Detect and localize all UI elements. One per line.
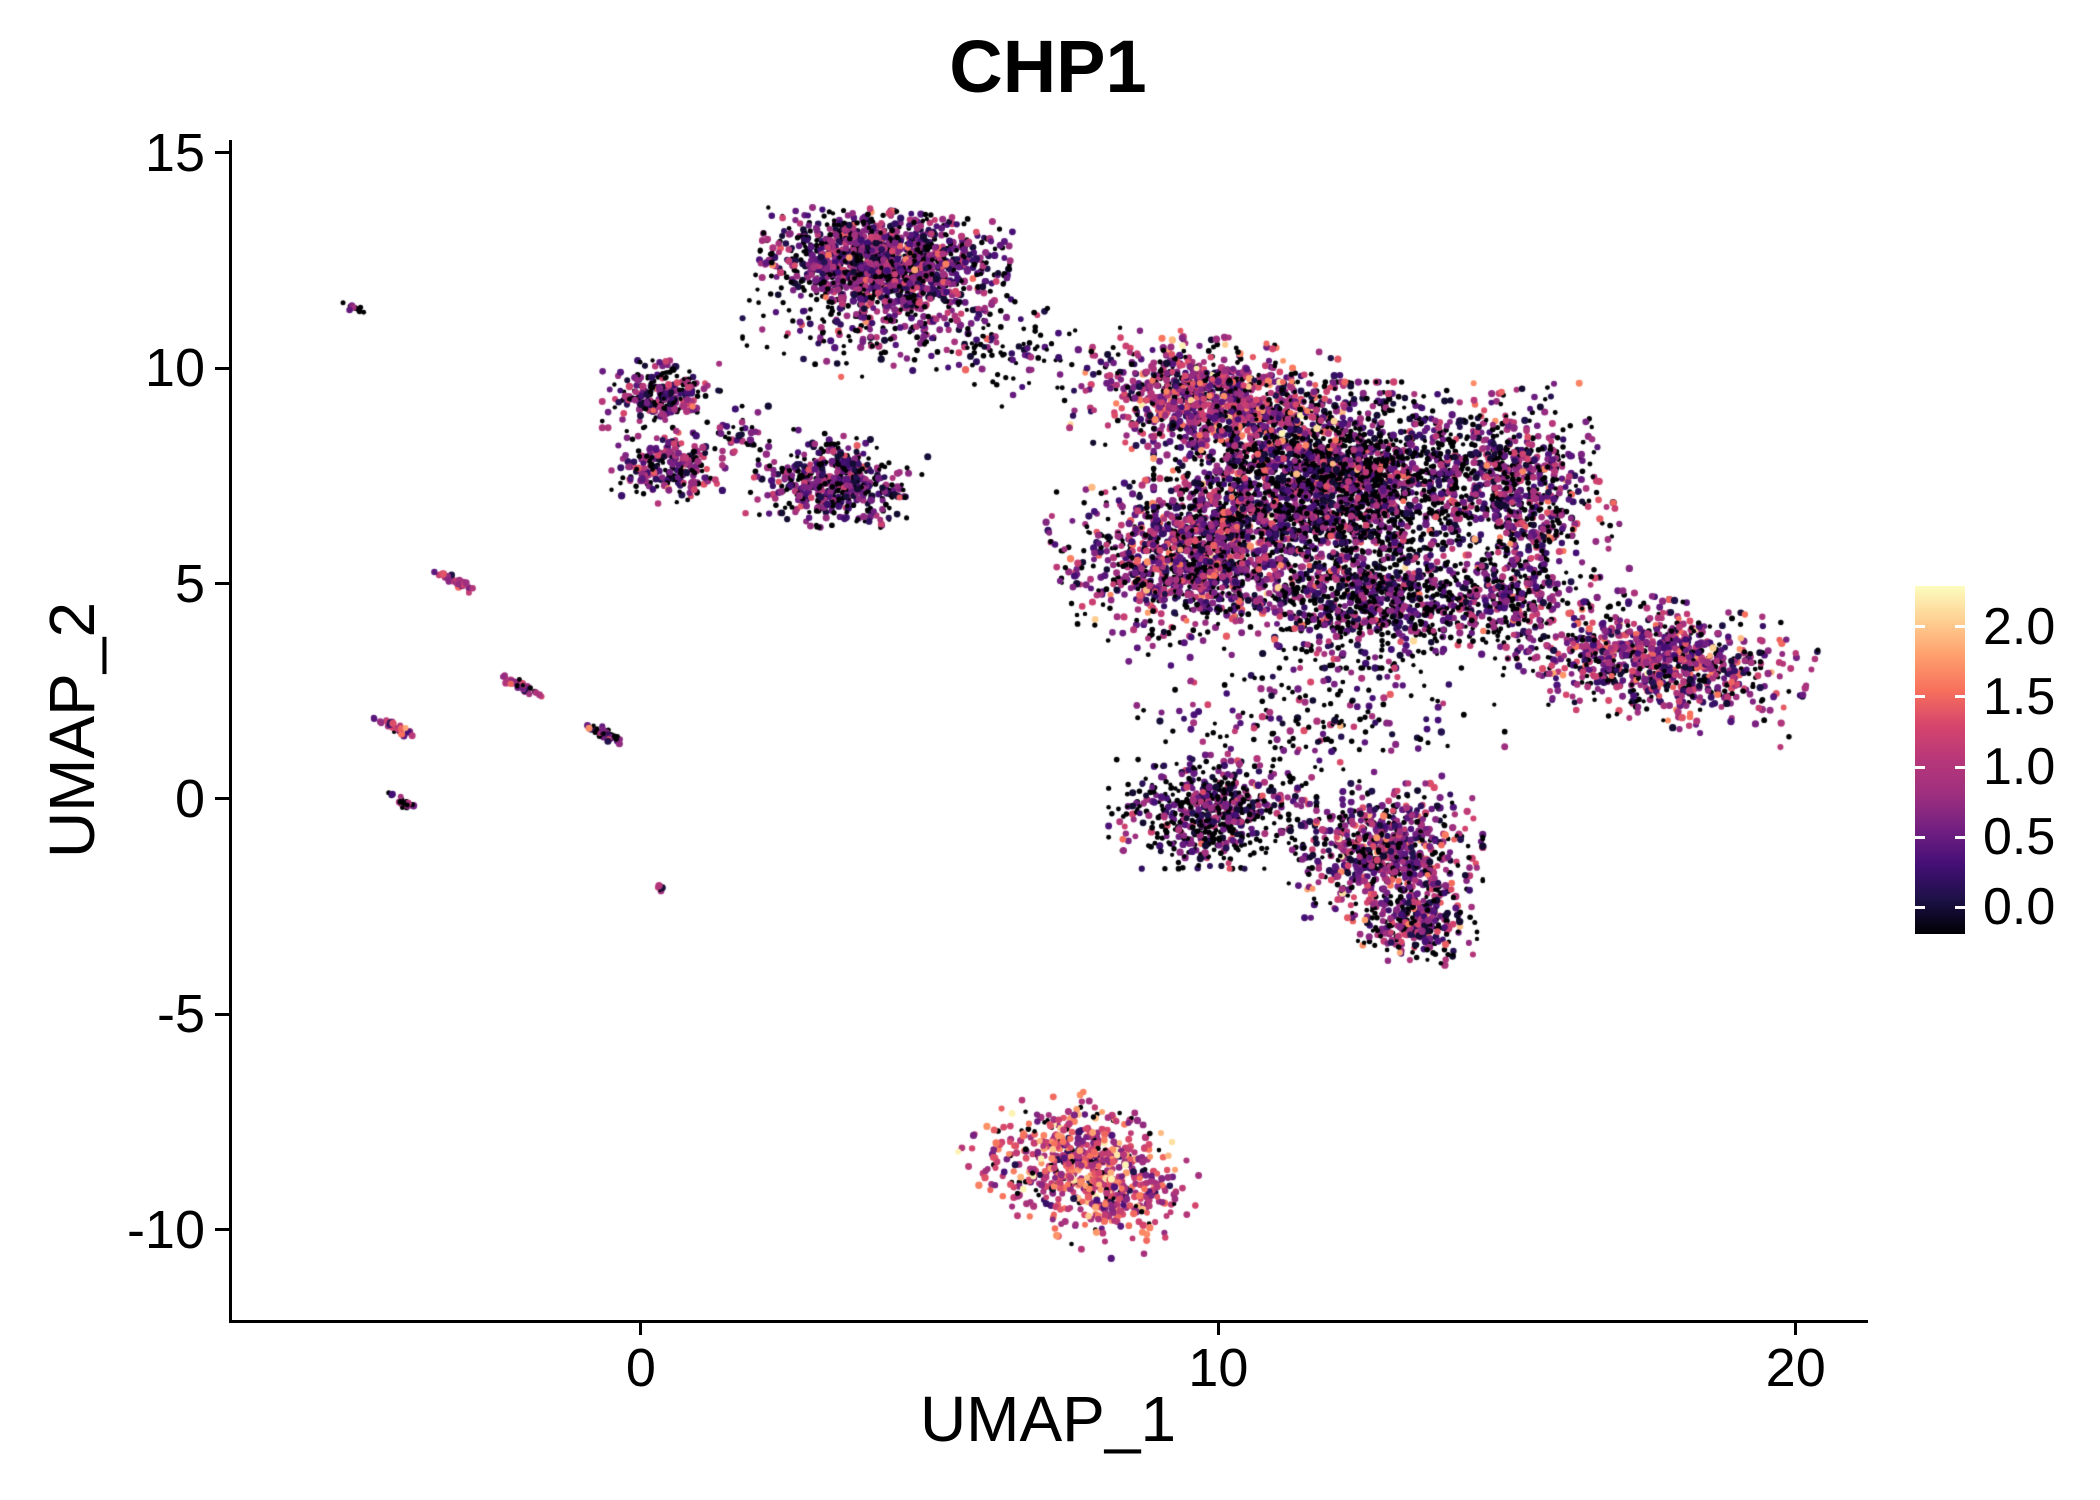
colorbar-tick-label: 2.0 — [1983, 597, 2056, 656]
y-tick-label: -10 — [126, 1199, 205, 1260]
x-tick-mark — [1794, 1321, 1798, 1335]
y-tick-label: 10 — [144, 338, 205, 399]
x-tick-mark — [1216, 1321, 1220, 1335]
colorbar-tick — [1915, 765, 1925, 769]
colorbar-tick — [1915, 625, 1925, 629]
y-tick-mark — [215, 366, 229, 370]
y-tick-label: 0 — [174, 768, 205, 829]
y-tick-mark — [215, 582, 229, 586]
plot-title: CHP1 — [949, 25, 1147, 108]
colorbar-tick — [1915, 835, 1925, 839]
colorbar-tick-label: 1.5 — [1983, 667, 2056, 726]
y-tick-mark — [215, 1012, 229, 1016]
y-tick-label: -5 — [156, 984, 205, 1045]
y-axis-title: UMAP_2 — [36, 601, 108, 859]
y-tick-mark — [215, 797, 229, 801]
x-tick-label: 0 — [625, 1338, 656, 1398]
y-tick-label: 5 — [174, 553, 205, 614]
x-tick-mark — [639, 1321, 643, 1335]
y-tick-mark — [215, 1228, 229, 1232]
x-axis-line — [229, 1320, 1868, 1323]
colorbar-tick-label: 0.0 — [1983, 878, 2056, 937]
colorbar-tick — [1955, 765, 1965, 769]
colorbar-tick — [1955, 905, 1965, 909]
y-axis-line — [229, 140, 232, 1323]
colorbar-tick-label: 0.5 — [1983, 808, 2056, 867]
x-tick-label: 10 — [1188, 1338, 1249, 1398]
colorbar-gradient — [1915, 586, 1965, 934]
colorbar-tick — [1915, 905, 1925, 909]
colorbar-tick — [1955, 695, 1965, 699]
x-axis-title: UMAP_1 — [919, 1383, 1177, 1455]
colorbar-tick — [1955, 835, 1965, 839]
colorbar-tick — [1955, 625, 1965, 629]
colorbar-tick-label: 1.0 — [1983, 738, 2056, 797]
x-tick-label: 20 — [1765, 1338, 1826, 1398]
colorbar-tick — [1915, 695, 1925, 699]
y-tick-label: 15 — [144, 122, 205, 183]
y-tick-mark — [215, 151, 229, 155]
